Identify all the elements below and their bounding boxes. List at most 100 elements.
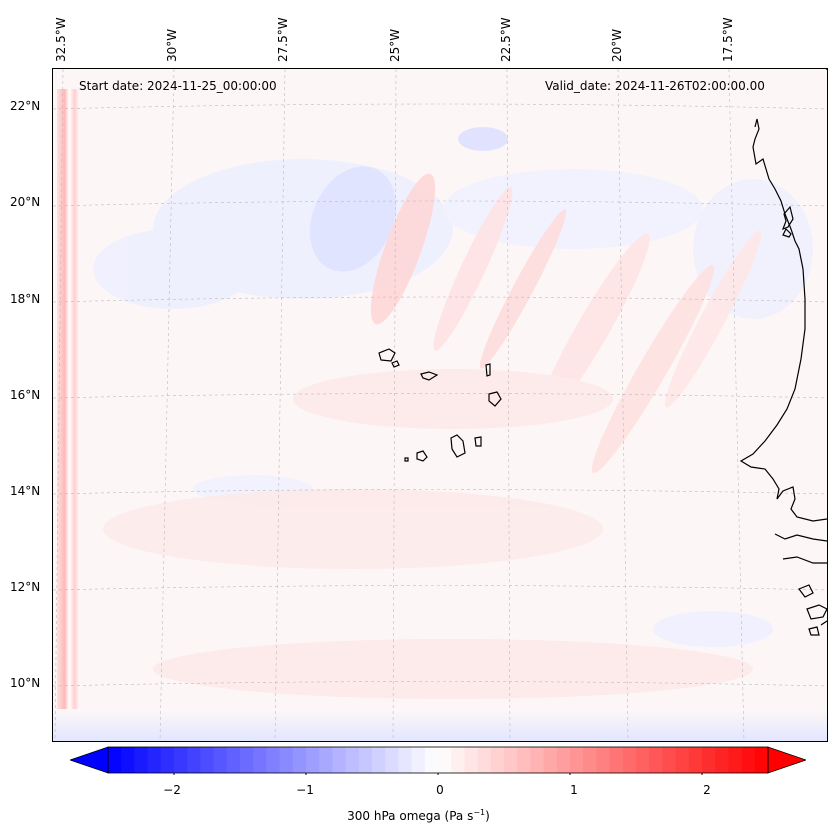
island-fogo [416, 450, 428, 462]
colorbar-label: 300 hPa omega (Pa s−1) [0, 808, 837, 823]
lon-label-20w: 20°W [610, 28, 624, 62]
boundary-band [57, 89, 79, 739]
colorbar-cell [530, 747, 545, 773]
colorbar-cell [358, 747, 373, 773]
lat-label-20n: 20°N [10, 195, 41, 209]
colorbar-cell [583, 747, 597, 773]
colorbar-cell [609, 747, 624, 773]
colorbar-cell [438, 747, 452, 773]
colorbar-cell [477, 747, 492, 773]
colorbar-cell [715, 747, 729, 773]
colorbar-cell [187, 747, 201, 773]
colorbar-max-extend [767, 746, 806, 774]
colorbar-cell [517, 747, 531, 773]
cape-verde-islands [378, 348, 502, 462]
colorbar-cell [266, 747, 281, 773]
colorbar-tick-2: 2 [703, 783, 711, 797]
colorbar-cell [556, 747, 571, 773]
colorbar-ticks [173, 773, 703, 775]
colorbar-cell [332, 747, 347, 773]
lon-label-30w: 30°W [165, 28, 179, 62]
coast-gambia [774, 533, 827, 542]
island-sao-nicolau [420, 371, 439, 381]
colorbar-cell [451, 747, 465, 773]
colorbar-cell [490, 747, 505, 773]
colorbar-cell [240, 747, 254, 773]
island-maio [474, 436, 482, 447]
coast-bijagos-3 [808, 626, 820, 636]
colorbar-cell [385, 747, 399, 773]
colorbar-tick-neg2: −2 [163, 783, 181, 797]
colorbar-cell [754, 747, 769, 773]
island-boa-vista [488, 391, 502, 407]
coast-bijagos-1 [798, 584, 814, 598]
colorbar-cells [108, 747, 769, 773]
colorbar-cell [174, 747, 188, 773]
island-santiago [450, 434, 466, 458]
colorbar-cell [200, 747, 215, 773]
colorbar-cell [147, 747, 162, 773]
colorbar-cell [675, 747, 690, 773]
island-sal [485, 363, 491, 377]
colorbar-cell [688, 747, 703, 773]
omega-field-map [53, 69, 827, 741]
colorbar-cell [253, 747, 267, 773]
lon-label-22.5w: 22.5°W [499, 17, 513, 62]
colorbar-cell [741, 747, 756, 773]
colorbar-cell [372, 747, 386, 773]
colorbar-cell [411, 747, 426, 773]
colorbar-cell [108, 747, 122, 773]
colorbar-cell [728, 747, 743, 773]
coast-bijagos-2 [806, 604, 827, 620]
colorbar-tick-neg1: −1 [296, 783, 314, 797]
lon-label-17.5w: 17.5°W [721, 17, 735, 62]
colorbar-cell [279, 747, 294, 773]
colorbar-cell [134, 747, 149, 773]
colorbar-cell [464, 747, 479, 773]
colorbar-cell [543, 747, 558, 773]
colorbar [70, 746, 806, 775]
lon-label-27.5w: 27.5°W [276, 17, 290, 62]
colorbar-cell [424, 747, 439, 773]
graticule [53, 69, 827, 741]
lat-label-14n: 14°N [10, 484, 41, 498]
colorbar-tick-0: 0 [436, 783, 444, 797]
colorbar-cell [398, 747, 413, 773]
lat-label-22n: 22°N [10, 99, 41, 113]
colorbar-cell [636, 747, 650, 773]
positive-omega-areas [103, 173, 762, 699]
lon-label-32.5w: 32.5°W [54, 17, 68, 62]
colorbar-cell [649, 747, 663, 773]
colorbar-min-extend [70, 746, 109, 774]
lat-label-16n: 16°N [10, 388, 41, 402]
african-coastline [739, 69, 827, 636]
bottom-band [53, 709, 827, 741]
coast-guinea-bissau [782, 556, 827, 564]
colorbar-cell [319, 747, 333, 773]
start-date-label: Start date: 2024-11-25_00:00:00 [79, 79, 277, 93]
coast-banc-arguin [781, 205, 794, 231]
colorbar-cell [160, 747, 175, 773]
colorbar-cell [292, 747, 307, 773]
colorbar-cell [121, 747, 135, 773]
coast-mauritania-senegal [739, 118, 827, 522]
colorbar-label-end: ) [485, 809, 490, 823]
colorbar-label-main: 300 hPa omega (Pa s [347, 809, 474, 823]
lon-label-25w: 25°W [388, 28, 402, 62]
colorbar-cell [662, 747, 677, 773]
colorbar-cell [504, 747, 518, 773]
valid-date-label: Valid_date: 2024-11-26T02:00:00.00 [545, 79, 765, 93]
colorbar-cell [570, 747, 584, 773]
island-santo-antao [378, 348, 396, 362]
colorbar-cell [345, 747, 360, 773]
colorbar-label-sup: −1 [473, 808, 486, 817]
lat-label-12n: 12°N [10, 580, 41, 594]
lat-label-18n: 18°N [10, 292, 41, 306]
colorbar-cell [226, 747, 241, 773]
island-sao-vicente [391, 360, 400, 368]
map-panel[interactable] [52, 68, 828, 742]
colorbar-cell [596, 747, 611, 773]
lat-label-10n: 10°N [10, 676, 41, 690]
colorbar-cell [306, 747, 320, 773]
colorbar-cell [702, 747, 716, 773]
